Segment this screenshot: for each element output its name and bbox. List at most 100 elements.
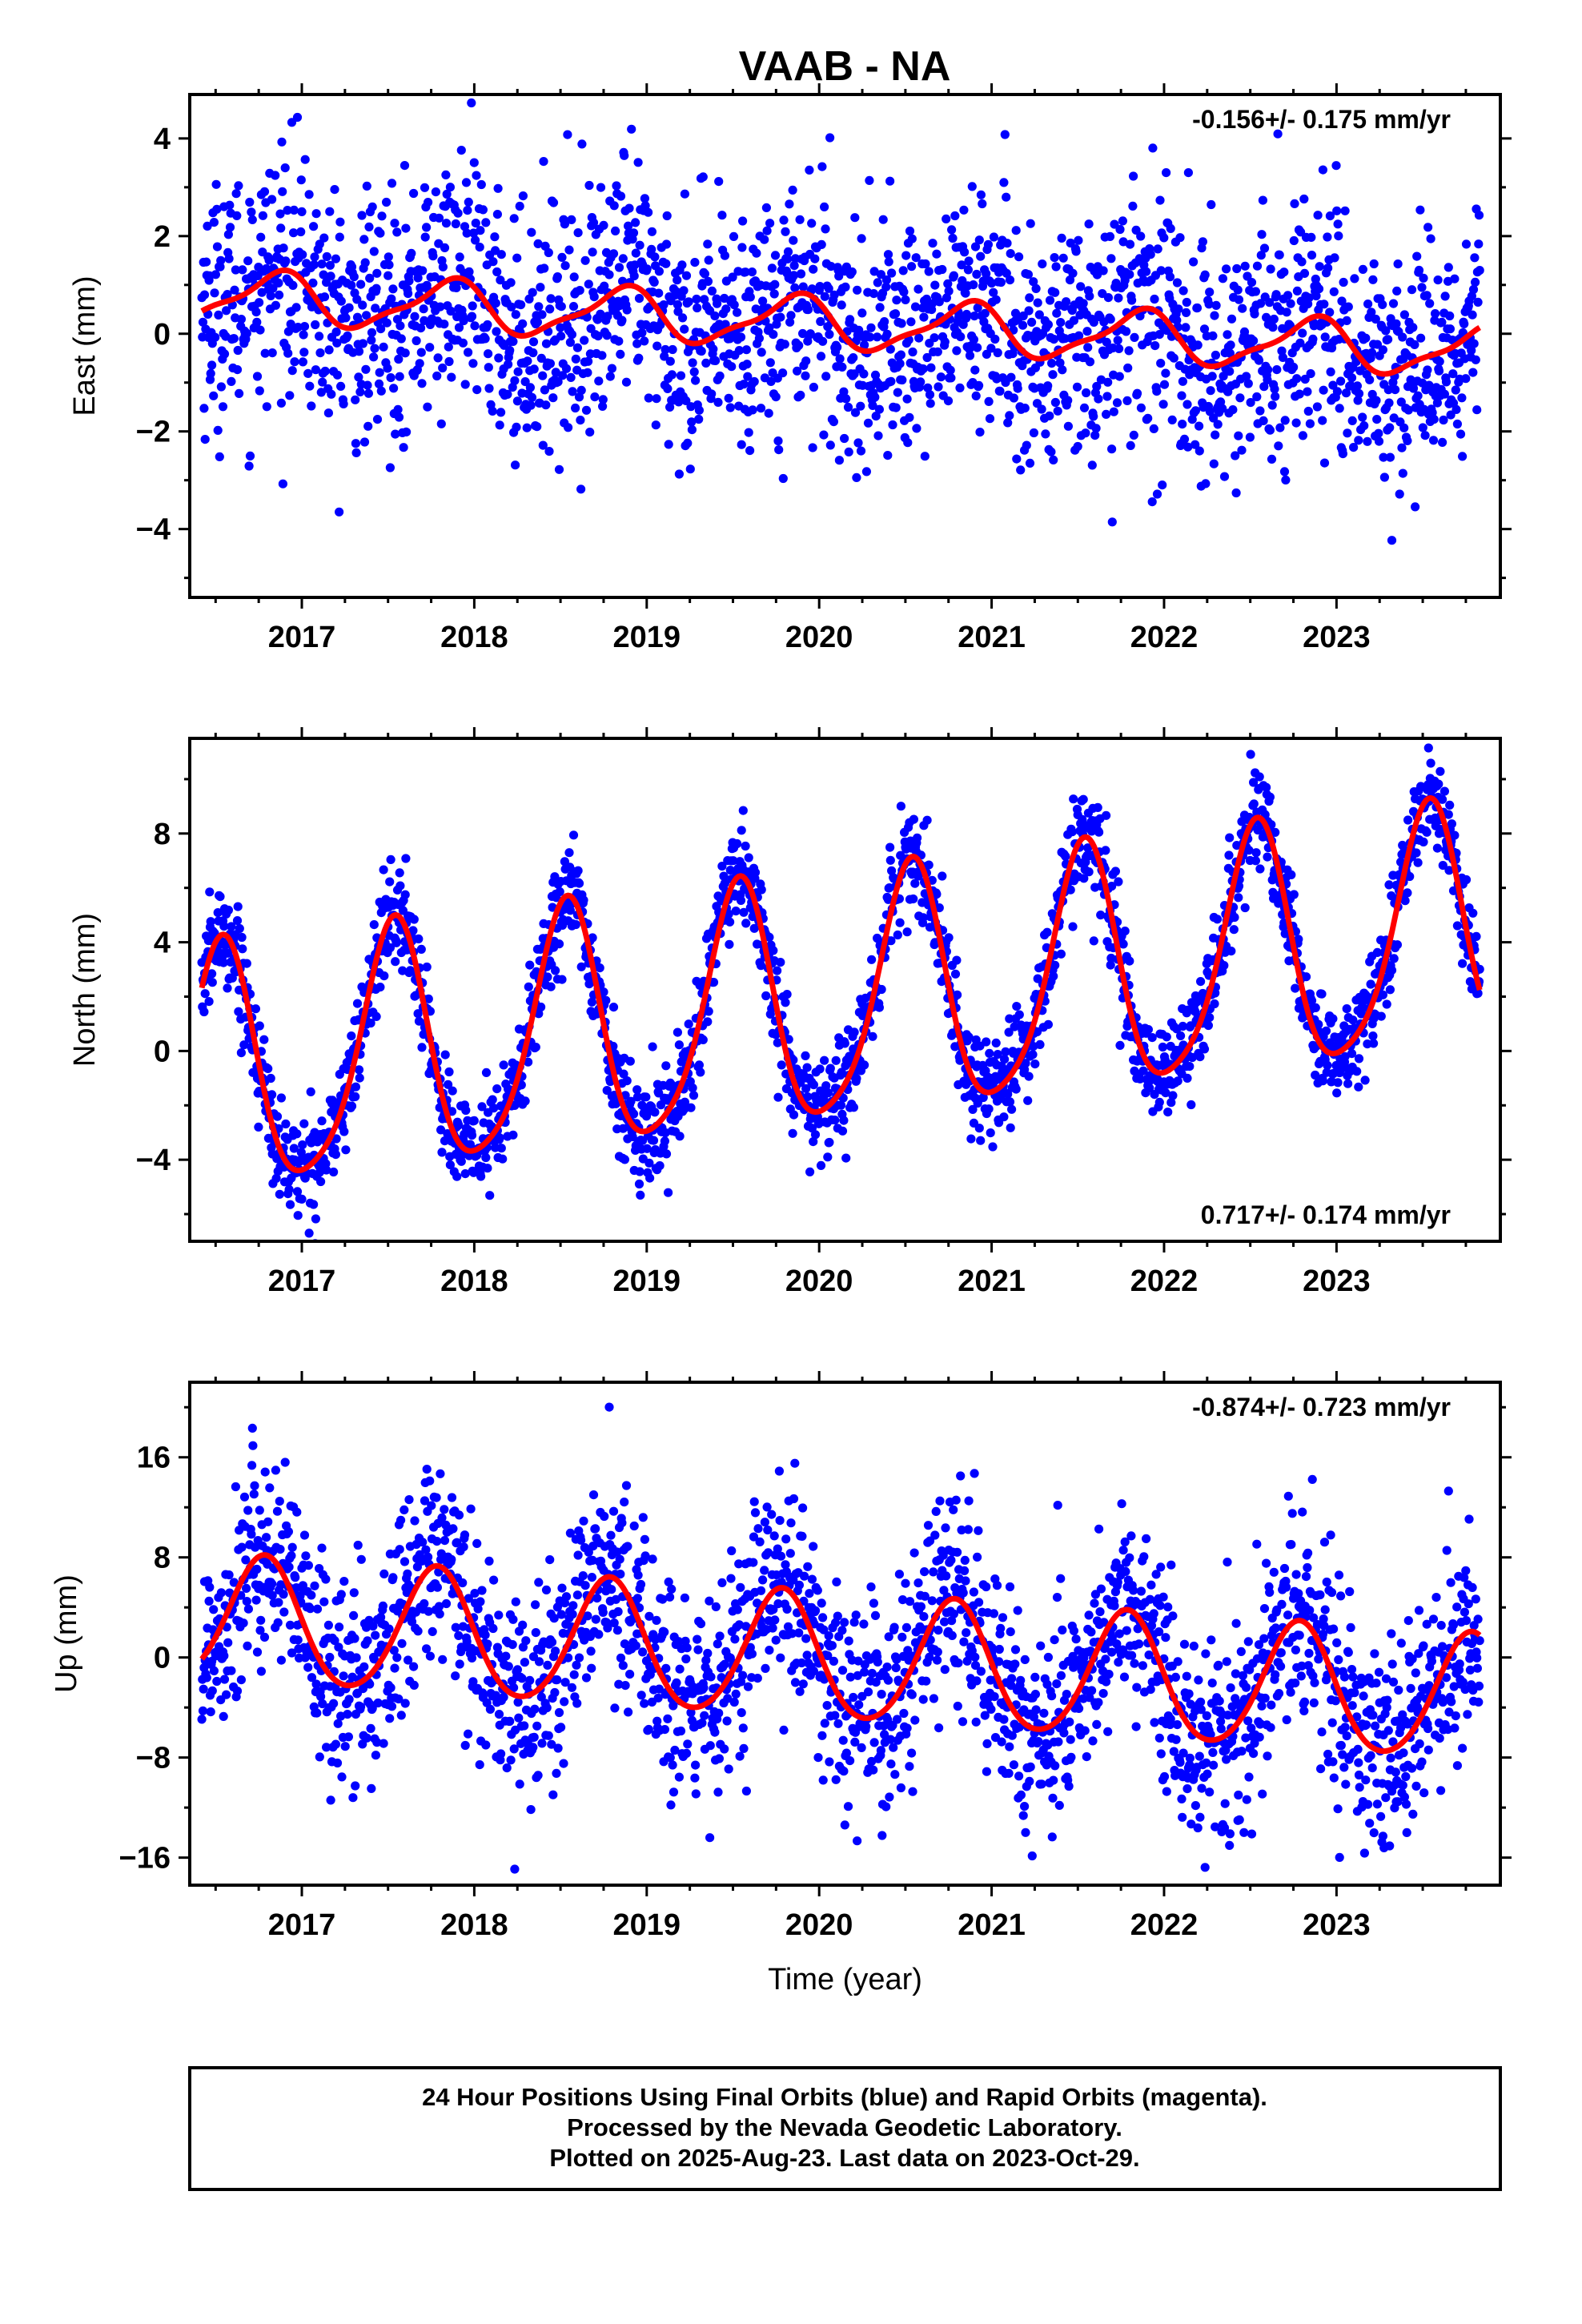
data-point	[416, 944, 426, 954]
data-point	[1311, 291, 1321, 301]
data-point	[376, 386, 386, 396]
data-point	[738, 806, 748, 815]
data-point	[379, 342, 388, 352]
data-point	[988, 1142, 998, 1152]
data-point	[1289, 235, 1299, 246]
data-point	[218, 402, 228, 412]
data-point	[289, 205, 299, 215]
data-point	[1006, 249, 1015, 259]
data-point	[237, 1542, 247, 1552]
data-point	[476, 226, 485, 235]
data-point	[518, 319, 528, 328]
data-point	[1242, 372, 1251, 381]
data-point	[1301, 972, 1311, 982]
data-point	[211, 332, 220, 342]
data-point	[1013, 384, 1022, 393]
data-point	[1367, 308, 1376, 317]
data-point	[572, 343, 583, 352]
data-point	[976, 1136, 986, 1145]
data-point	[1147, 497, 1157, 507]
data-point	[1291, 418, 1301, 428]
data-point	[354, 1065, 364, 1075]
data-point	[769, 330, 778, 340]
data-point	[539, 157, 548, 167]
data-point	[972, 269, 982, 279]
data-point	[733, 838, 742, 849]
data-point	[520, 1096, 530, 1106]
data-point	[1435, 766, 1445, 776]
data-point	[624, 203, 634, 213]
data-point	[223, 230, 233, 239]
data-point	[622, 305, 632, 315]
data-point	[949, 271, 958, 280]
data-point	[1457, 393, 1467, 403]
data-point	[1078, 299, 1088, 308]
data-point	[1315, 262, 1324, 271]
data-point	[265, 1483, 275, 1493]
data-point	[1458, 452, 1468, 461]
data-point	[644, 393, 653, 403]
data-point	[964, 1032, 974, 1042]
data-point	[352, 295, 362, 304]
data-point	[267, 348, 277, 358]
data-point	[484, 384, 494, 393]
data-point	[557, 975, 567, 984]
data-point	[788, 185, 797, 195]
data-point	[1200, 270, 1210, 279]
data-point	[271, 171, 280, 180]
data-point	[545, 304, 555, 314]
data-point	[1169, 353, 1178, 363]
data-point	[789, 1110, 799, 1120]
data-point	[918, 913, 928, 923]
data-point	[213, 425, 223, 436]
data-point	[213, 908, 223, 918]
data-point	[661, 259, 671, 268]
data-point	[1374, 428, 1383, 438]
data-point	[319, 292, 330, 302]
data-point	[1471, 277, 1480, 287]
data-point	[510, 1100, 520, 1110]
data-point	[1281, 475, 1291, 485]
data-point	[197, 1715, 207, 1724]
data-point	[401, 223, 411, 233]
data-point	[319, 233, 329, 243]
data-point	[276, 1655, 286, 1665]
data-point	[1472, 405, 1482, 415]
data-point	[1460, 319, 1469, 328]
data-point	[204, 1596, 214, 1606]
data-point	[641, 1092, 651, 1102]
data-point	[989, 287, 998, 297]
data-point	[541, 400, 551, 410]
data-point	[776, 958, 785, 967]
data-point	[251, 308, 261, 317]
y-tick-label: −4	[136, 1144, 171, 1177]
data-point	[1292, 374, 1302, 384]
data-point	[1063, 396, 1073, 405]
data-point	[1314, 1019, 1323, 1029]
data-point	[276, 223, 286, 233]
x-tick-label: 2021	[958, 621, 1026, 654]
data-point	[577, 139, 587, 149]
data-point	[247, 207, 256, 217]
data-point	[568, 387, 577, 396]
data-point	[279, 1590, 288, 1599]
data-point	[659, 300, 669, 310]
data-point	[1125, 956, 1134, 966]
data-point	[1083, 843, 1093, 853]
data-point	[1148, 143, 1158, 153]
data-point	[259, 187, 270, 196]
data-point	[399, 443, 408, 452]
data-point	[1434, 779, 1443, 789]
data-point	[354, 372, 363, 382]
data-point	[325, 260, 335, 270]
data-point	[1105, 231, 1115, 241]
y-tick-label: −2	[136, 416, 171, 449]
data-point	[1162, 1032, 1171, 1042]
data-point	[1366, 979, 1375, 989]
data-point	[1118, 216, 1127, 226]
data-point	[1439, 786, 1449, 796]
data-point	[391, 938, 401, 947]
data-point	[1071, 247, 1081, 256]
data-point	[975, 428, 985, 437]
data-point	[323, 408, 333, 418]
